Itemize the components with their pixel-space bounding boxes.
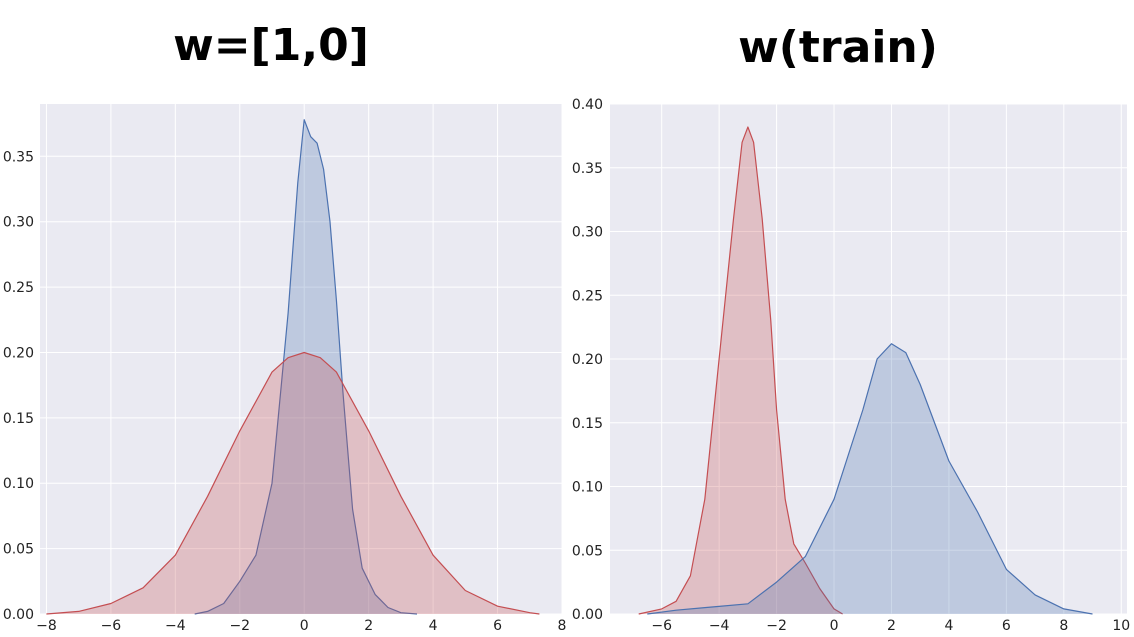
left-y-tick-labels: 0.00 0.05 0.10 0.15 0.20 0.25 0.30 0.35 (3, 149, 34, 623)
left-x-tick-labels: −8 −6 −4 −2 0 2 4 6 8 (36, 618, 566, 634)
y-tick-label: 0.00 (572, 607, 603, 623)
y-tick-label: 0.20 (572, 352, 603, 368)
y-tick-label: 0.10 (3, 476, 34, 492)
x-tick-label: 10 (1112, 618, 1130, 634)
x-tick-label: −6 (101, 618, 122, 634)
x-tick-label: −2 (766, 618, 787, 634)
y-tick-label: 0.15 (572, 416, 603, 432)
right-panel: w(train) 0.00 0.05 0.10 0.15 0.20 0.25 0.30 0.3… (572, 22, 1130, 634)
y-tick-label: 0.30 (3, 215, 34, 231)
y-tick-label: 0.40 (572, 97, 603, 113)
blue-density-area (647, 343, 1093, 614)
y-tick-label: 0.00 (3, 607, 34, 623)
red-density-area (638, 127, 843, 614)
y-tick-label: 0.05 (3, 542, 34, 558)
red-density-area (46, 352, 540, 614)
blue-density-area (194, 119, 417, 614)
right-chart-title: w(train) (738, 22, 938, 73)
y-tick-label: 0.35 (3, 149, 34, 165)
x-tick-label: 0 (830, 618, 839, 634)
left-density-marks (46, 119, 540, 615)
x-tick-label: −8 (36, 618, 57, 634)
x-tick-label: 2 (887, 618, 896, 634)
red-density-line (638, 126, 843, 615)
x-tick-label: −4 (709, 618, 730, 634)
x-tick-label: 6 (493, 618, 502, 634)
x-tick-label: −4 (165, 618, 186, 634)
y-tick-label: 0.25 (572, 288, 603, 304)
right-density-marks (638, 126, 1093, 615)
left-gridlines (40, 104, 563, 615)
y-tick-label: 0.20 (3, 345, 34, 361)
left-chart-title: w=[1,0] (173, 20, 369, 71)
left-plot-background (40, 104, 562, 614)
right-x-tick-labels: −6 −4 −2 0 2 4 6 8 10 (651, 618, 1130, 634)
y-tick-label: 0.10 (572, 480, 603, 496)
y-tick-label: 0.05 (572, 543, 603, 559)
x-tick-label: 4 (429, 618, 438, 634)
y-tick-label: 0.25 (3, 280, 34, 296)
y-tick-label: 0.15 (3, 411, 34, 427)
x-tick-label: 2 (364, 618, 373, 634)
blue-density-line (647, 343, 1093, 615)
blue-density-line (194, 119, 418, 615)
x-tick-label: 8 (1059, 618, 1068, 634)
x-tick-label: 6 (1002, 618, 1011, 634)
x-tick-label: −2 (229, 618, 250, 634)
right-y-tick-labels: 0.00 0.05 0.10 0.15 0.20 0.25 0.30 0.35 0.40 (572, 97, 603, 623)
x-tick-label: 4 (944, 618, 953, 634)
x-tick-label: 0 (300, 618, 309, 634)
left-panel: w=[1,0] 0.00 0.05 0.10 0.15 0.20 0.25 0.30 0.35… (3, 20, 567, 634)
red-density-line (46, 351, 540, 615)
x-tick-label: −6 (651, 618, 672, 634)
x-tick-label: 8 (558, 618, 567, 634)
y-tick-label: 0.35 (572, 161, 603, 177)
right-gridlines (610, 103, 1127, 615)
y-tick-label: 0.30 (572, 225, 603, 241)
